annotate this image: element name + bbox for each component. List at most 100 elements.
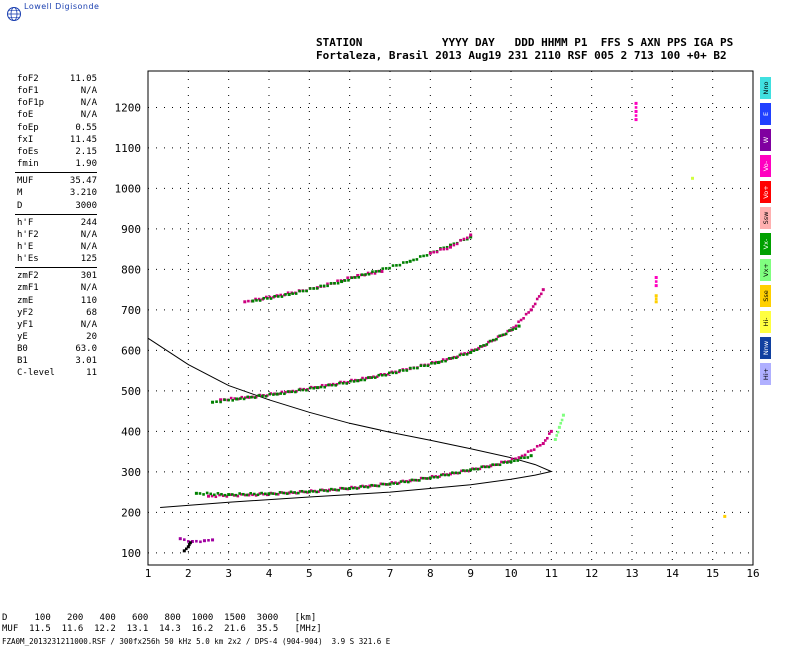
echo-point (195, 539, 198, 543)
echo-point (451, 471, 454, 475)
param-row-m: M 3.210 (17, 187, 97, 199)
echo-point (463, 469, 467, 473)
echo-point (269, 491, 273, 495)
echo-point (266, 297, 269, 300)
echo-point (634, 118, 638, 122)
echo-point (508, 329, 511, 332)
echo-point (523, 453, 527, 457)
param-key: foEp (17, 122, 39, 133)
param-key: h'F2 (17, 229, 39, 240)
echo-point (509, 460, 513, 464)
echo-point (188, 543, 191, 547)
echo-point (410, 478, 414, 482)
echo-point (247, 299, 250, 303)
echo-point (319, 488, 322, 492)
echo-point (506, 461, 509, 464)
param-value: 0.55 (75, 122, 97, 133)
x-tick-label: 5 (306, 567, 313, 580)
echo-point (234, 493, 238, 497)
echo-point (654, 297, 658, 301)
echo-point (472, 349, 476, 352)
echo-point (273, 295, 276, 298)
param-value: N/A (80, 283, 97, 294)
echo-point (509, 328, 513, 332)
echo-point (373, 272, 377, 275)
param-row-d: D 3000 (17, 200, 97, 212)
echo-point (280, 295, 284, 298)
echo-point (326, 489, 329, 493)
echo-point (412, 366, 416, 370)
echo-point (442, 247, 446, 251)
echo-point (338, 381, 341, 385)
echo-series (654, 294, 727, 518)
echo-point (320, 383, 324, 387)
echo-point (247, 493, 251, 497)
echo-point (452, 242, 456, 246)
echo-point (305, 289, 308, 293)
echo-point (280, 390, 284, 394)
y-tick-label: 400 (121, 425, 141, 438)
param-key: foEs (17, 146, 39, 157)
param-row-he: h'E N/A (17, 241, 97, 253)
param-value: 1.90 (75, 159, 97, 170)
echo-point (302, 490, 306, 494)
echo-point (466, 237, 469, 241)
param-value: 125 (80, 254, 97, 265)
x-tick-label: 1 (145, 567, 152, 580)
legend-item-hiplus: Hi+ (760, 363, 771, 385)
echo-point (537, 295, 541, 298)
echo-point (242, 397, 246, 401)
param-key: h'F (17, 217, 34, 228)
echo-point (207, 494, 210, 498)
echo-point (219, 398, 223, 402)
echo-point (211, 538, 215, 542)
echo-point (378, 269, 381, 273)
echo-point (541, 288, 545, 292)
echo-point (384, 267, 388, 270)
echo-point (254, 494, 258, 497)
echo-point (286, 492, 289, 495)
echo-point (324, 384, 328, 387)
echo-point (371, 270, 374, 273)
echo-point (215, 400, 218, 403)
echo-point (262, 492, 265, 496)
echo-point (269, 297, 273, 300)
echo-point (487, 465, 491, 469)
echo-point (482, 465, 485, 468)
echo-point (182, 549, 186, 553)
param-key: h'E (17, 241, 34, 252)
y-tick-label: 1000 (115, 182, 142, 195)
echo-point (219, 400, 222, 404)
echo-point (315, 490, 318, 494)
echo-point (216, 492, 220, 495)
echo-point (458, 471, 461, 475)
echo-point (339, 486, 342, 490)
echo-point (380, 269, 384, 273)
echo-point (510, 457, 514, 461)
echo-point (278, 491, 282, 494)
legend-item-vxplus: Vx+ (760, 259, 771, 281)
echo-series (182, 541, 192, 553)
echo-point (268, 392, 272, 396)
echo-point (425, 254, 429, 257)
param-value: 110 (80, 295, 97, 306)
echo-point (399, 480, 403, 483)
y-tick-label: 600 (121, 344, 141, 357)
echo-point (319, 284, 322, 288)
echo-point (444, 359, 447, 363)
echo-point (298, 289, 301, 293)
param-row-b0: B0 63.0 (17, 343, 97, 355)
echo-point (291, 292, 294, 295)
echo-point (381, 482, 384, 486)
echo-point (383, 482, 386, 486)
echo-point (526, 450, 530, 453)
echo-point (512, 326, 515, 329)
param-value: 2.15 (75, 146, 97, 157)
echo-point (447, 357, 451, 360)
echo-point (428, 251, 432, 255)
echo-point (436, 475, 439, 479)
echo-point (287, 293, 291, 297)
echo-point (479, 345, 482, 348)
legend-item-vominus: Vo- (760, 155, 771, 177)
echo-point (305, 388, 308, 392)
